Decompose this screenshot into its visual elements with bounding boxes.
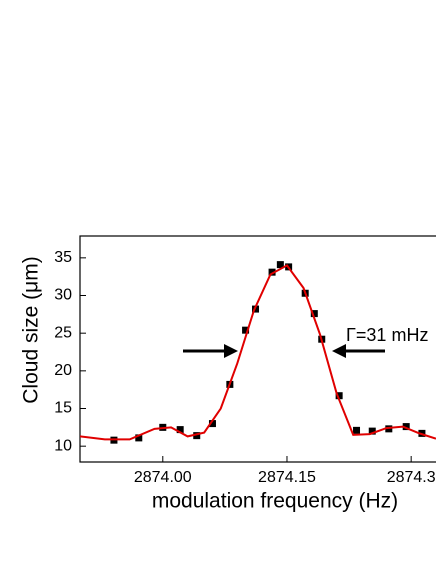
y-tick-label: 15 (54, 400, 72, 417)
data-point (135, 434, 143, 442)
plot-frame (79, 235, 436, 463)
fit-curve (80, 264, 436, 441)
x-tick-label: 2874.00 (134, 469, 192, 486)
data-point (176, 426, 184, 434)
data-point (193, 432, 201, 440)
data-point (310, 310, 318, 318)
data-point (335, 392, 343, 400)
arrow-right (332, 344, 385, 358)
data-point (353, 426, 361, 434)
arrow-left (183, 344, 238, 358)
y-tick-label: 25 (54, 324, 72, 341)
data-point (368, 427, 376, 435)
x-tick-label: 2874.3 (387, 469, 436, 486)
data-point (402, 423, 410, 431)
y-tick-label: 10 (54, 437, 72, 454)
data-point (242, 326, 250, 334)
data-point (276, 261, 284, 269)
y-tick-label: 20 (54, 362, 72, 379)
annotation: Γ=31 mHz (346, 325, 428, 345)
x-tick-label: 2874.15 (258, 469, 316, 486)
data-point (208, 420, 216, 428)
plot-area (80, 261, 436, 444)
y-tick-label: 35 (54, 249, 72, 266)
x-axis-label: modulation frequency (Hz) (152, 490, 398, 513)
data-point (268, 268, 276, 276)
y-axis-label: Cloud size (μm) (20, 256, 43, 403)
y-tick-label: 30 (54, 287, 72, 304)
